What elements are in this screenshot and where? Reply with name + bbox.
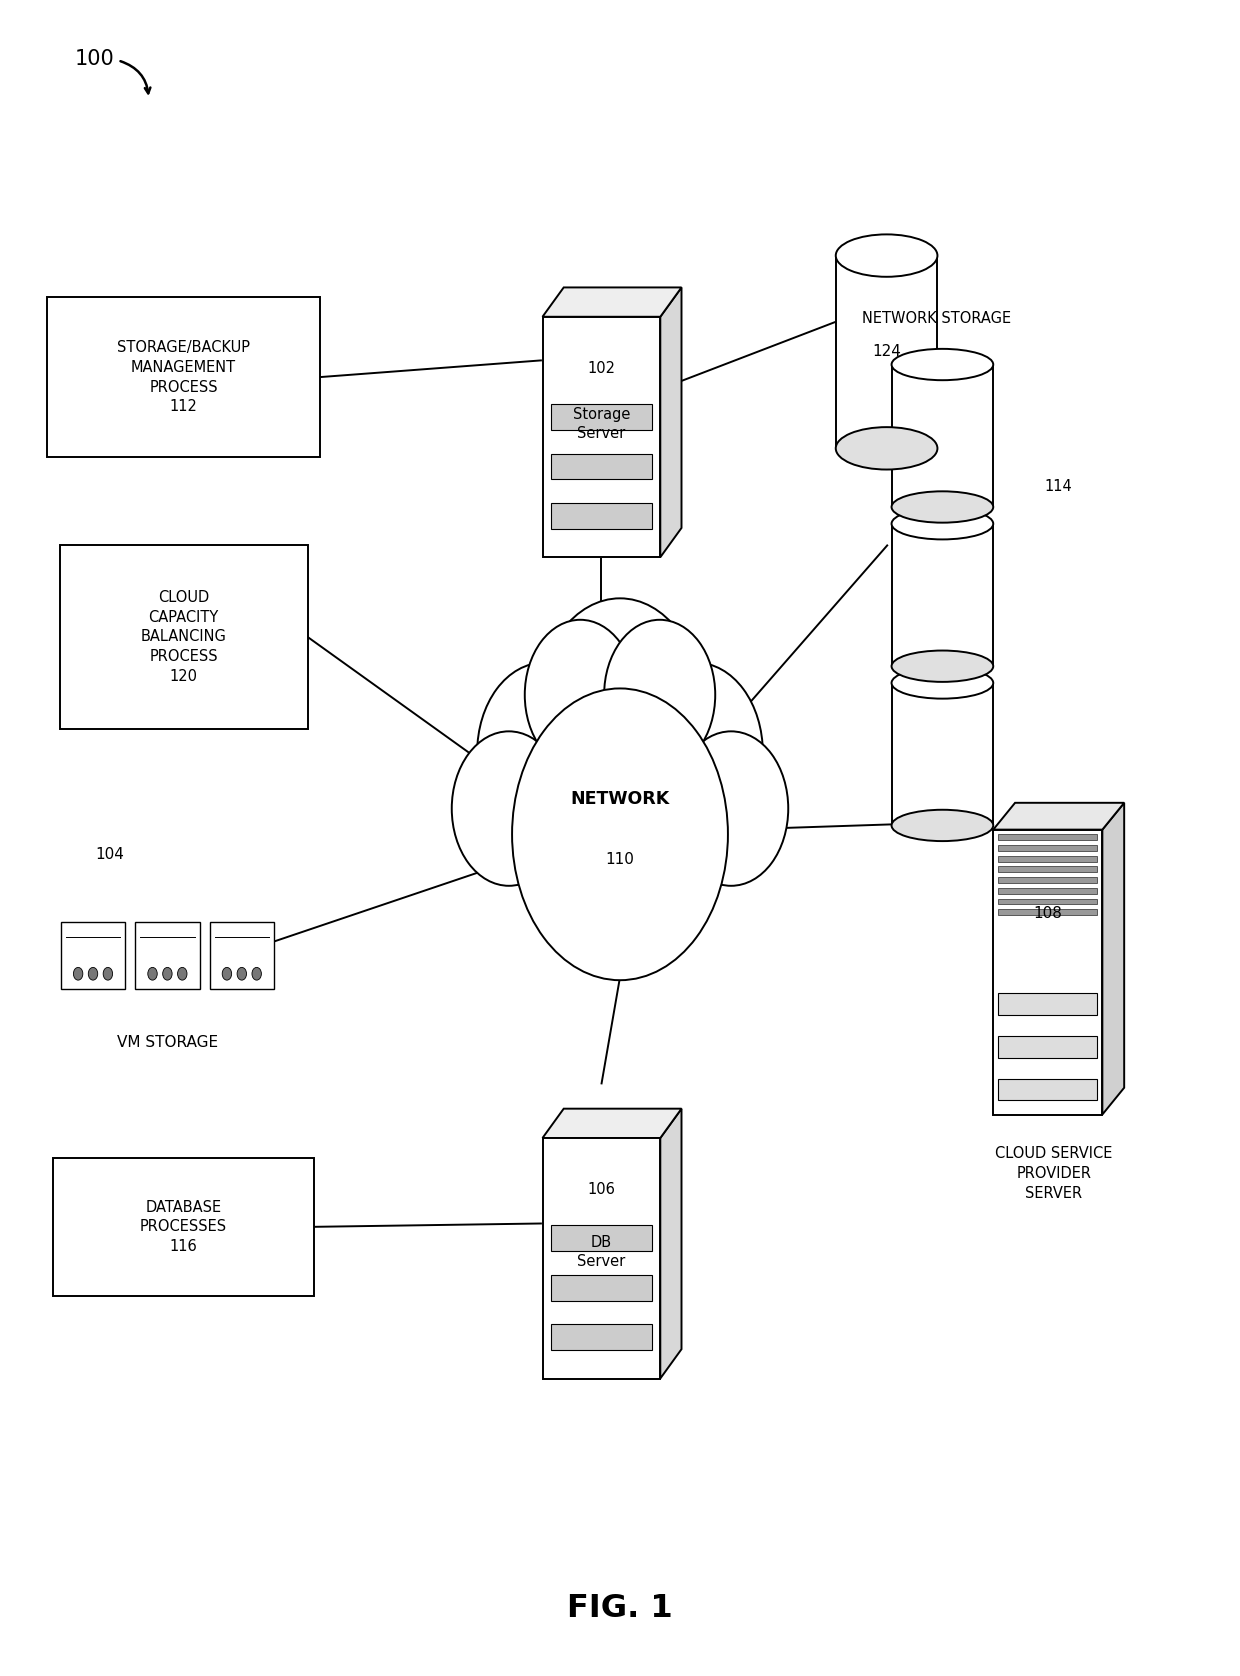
Bar (210, 922, 274, 989)
Bar (551, 1225, 652, 1250)
Text: 114: 114 (1044, 479, 1071, 493)
Circle shape (177, 967, 187, 980)
Ellipse shape (892, 349, 993, 380)
Bar (998, 835, 1097, 840)
Polygon shape (993, 803, 1125, 830)
Ellipse shape (836, 235, 937, 277)
Bar (998, 888, 1097, 893)
Polygon shape (660, 1110, 682, 1378)
Bar (998, 898, 1097, 905)
Bar (998, 1036, 1097, 1058)
Circle shape (477, 662, 610, 843)
Circle shape (525, 620, 636, 769)
Polygon shape (543, 1110, 682, 1138)
Bar (551, 404, 652, 429)
Bar (998, 845, 1097, 851)
Text: 108: 108 (1033, 907, 1063, 920)
Bar (998, 877, 1097, 883)
Bar (998, 1079, 1097, 1101)
Circle shape (162, 967, 172, 980)
Circle shape (222, 967, 232, 980)
Circle shape (675, 731, 789, 887)
Circle shape (252, 967, 262, 980)
Ellipse shape (836, 427, 937, 469)
Ellipse shape (892, 508, 993, 540)
Bar (543, 1138, 660, 1378)
Bar (993, 830, 1102, 1115)
Bar (998, 866, 1097, 872)
Text: Storage
Server: Storage Server (573, 407, 630, 441)
Bar (892, 523, 993, 665)
Bar (998, 908, 1097, 915)
Ellipse shape (892, 491, 993, 523)
Polygon shape (1102, 803, 1125, 1115)
Text: CLOUD
CAPACITY
BALANCING
PROCESS
120: CLOUD CAPACITY BALANCING PROCESS 120 (140, 590, 227, 684)
Ellipse shape (892, 810, 993, 841)
Text: 110: 110 (605, 853, 635, 866)
Bar (998, 994, 1097, 1016)
Circle shape (88, 967, 98, 980)
Polygon shape (660, 288, 682, 558)
Polygon shape (543, 288, 682, 317)
Bar (53, 1158, 314, 1296)
Bar (836, 255, 937, 447)
Ellipse shape (892, 667, 993, 699)
Text: STORAGE/BACKUP
MANAGEMENT
PROCESS
112: STORAGE/BACKUP MANAGEMENT PROCESS 112 (117, 340, 250, 414)
Bar (551, 454, 652, 479)
Bar (543, 317, 660, 558)
Text: DATABASE
PROCESSES
116: DATABASE PROCESSES 116 (140, 1200, 227, 1254)
Circle shape (103, 967, 113, 980)
Bar (135, 922, 200, 989)
Circle shape (237, 967, 247, 980)
Text: CLOUD SERVICE
PROVIDER
SERVER: CLOUD SERVICE PROVIDER SERVER (996, 1146, 1112, 1200)
Bar (551, 503, 652, 530)
Text: DB
Server: DB Server (578, 1235, 625, 1269)
Ellipse shape (892, 650, 993, 682)
Text: 100: 100 (74, 49, 114, 69)
Bar (551, 1275, 652, 1301)
Bar (61, 922, 125, 989)
Text: 106: 106 (588, 1183, 615, 1197)
Bar (892, 684, 993, 825)
Bar (551, 1324, 652, 1351)
Circle shape (630, 662, 763, 843)
Circle shape (512, 689, 728, 980)
Bar (60, 545, 308, 729)
Text: FIG. 1: FIG. 1 (567, 1594, 673, 1624)
Circle shape (604, 620, 715, 769)
Text: 104: 104 (95, 848, 124, 861)
Bar (998, 856, 1097, 861)
Circle shape (451, 731, 565, 887)
Circle shape (537, 598, 703, 821)
Text: VM STORAGE: VM STORAGE (117, 1036, 218, 1049)
Text: NETWORK STORAGE: NETWORK STORAGE (862, 312, 1011, 325)
Text: 102: 102 (588, 362, 615, 375)
Text: 124: 124 (872, 345, 901, 359)
Bar (47, 298, 320, 456)
Circle shape (73, 967, 83, 980)
Bar (892, 364, 993, 506)
Circle shape (148, 967, 157, 980)
Text: NETWORK: NETWORK (570, 791, 670, 808)
